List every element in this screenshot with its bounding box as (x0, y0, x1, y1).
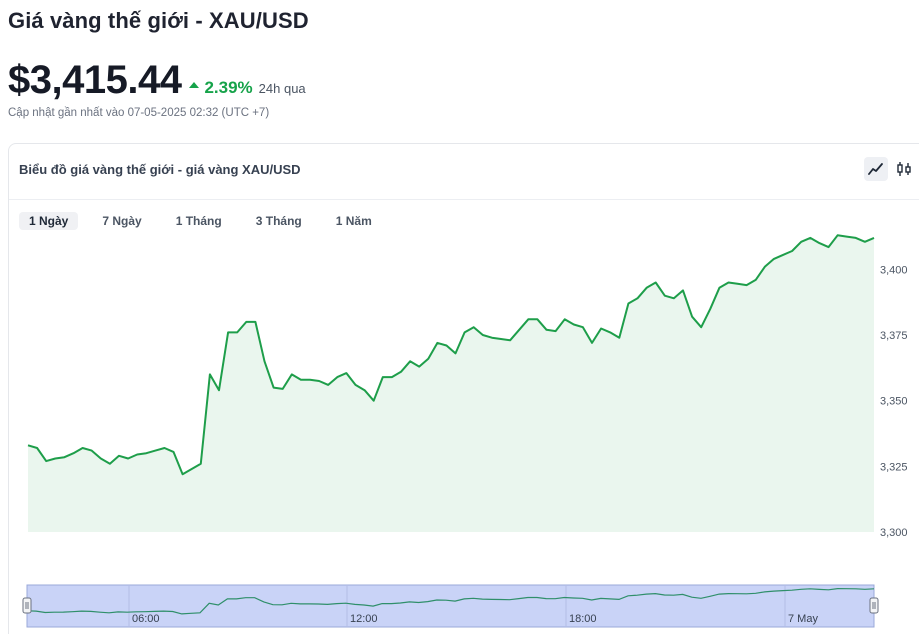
range-tab-1-day[interactable]: 1 Ngày (19, 212, 79, 230)
navigator-time-label: 12:00 (350, 613, 378, 625)
candlestick-button[interactable] (892, 157, 916, 181)
page-title: Giá vàng thế giới - XAU/USD (8, 8, 309, 33)
price-row: $3,415.44 2.39% 24h qua (8, 58, 306, 103)
y-tick-label: 3,325 (880, 461, 908, 473)
navigator-time-label: 7 May (788, 613, 818, 625)
y-tick-label: 3,300 (880, 527, 908, 539)
range-tab-1-year[interactable]: 1 Năm (335, 214, 372, 228)
navigator-time-label: 06:00 (132, 613, 160, 625)
range-tab-3-months[interactable]: 3 Tháng (255, 214, 302, 228)
navigator-line (26, 587, 875, 615)
price-change: 2.39% 24h qua (189, 78, 306, 98)
range-tab-7-days[interactable]: 7 Ngày (102, 214, 142, 228)
chart-card-header: Biểu đồ giá vàng thế giới - giá vàng XAU… (9, 144, 919, 200)
y-tick-label: 3,400 (880, 264, 908, 276)
range-tab-1-month[interactable]: 1 Tháng (175, 214, 222, 228)
price-line (27, 234, 875, 476)
change-period: 24h qua (258, 81, 306, 96)
last-updated: Cập nhật gần nhất vào 07-05-2025 02:32 (… (8, 107, 270, 119)
y-tick-label: 3,375 (880, 330, 908, 342)
candlestick-icon (897, 162, 911, 176)
line-chart-icon (868, 163, 883, 175)
navigator-time-label: 18:00 (569, 613, 597, 625)
price-area (28, 235, 874, 533)
range-tabs: 1 Ngày 7 Ngày 1 Tháng 3 Tháng 1 Năm (19, 212, 396, 230)
line-chart-button[interactable] (864, 157, 888, 181)
change-percent: 2.39% (204, 78, 253, 97)
up-arrow-icon (189, 82, 200, 88)
current-price: $3,415.44 (8, 58, 182, 102)
navigator-left-handle[interactable] (22, 597, 32, 614)
navigator-right-handle[interactable] (869, 597, 879, 614)
y-tick-label: 3,350 (880, 396, 908, 408)
chart-title: Biểu đồ giá vàng thế giới - giá vàng XAU… (19, 162, 301, 177)
